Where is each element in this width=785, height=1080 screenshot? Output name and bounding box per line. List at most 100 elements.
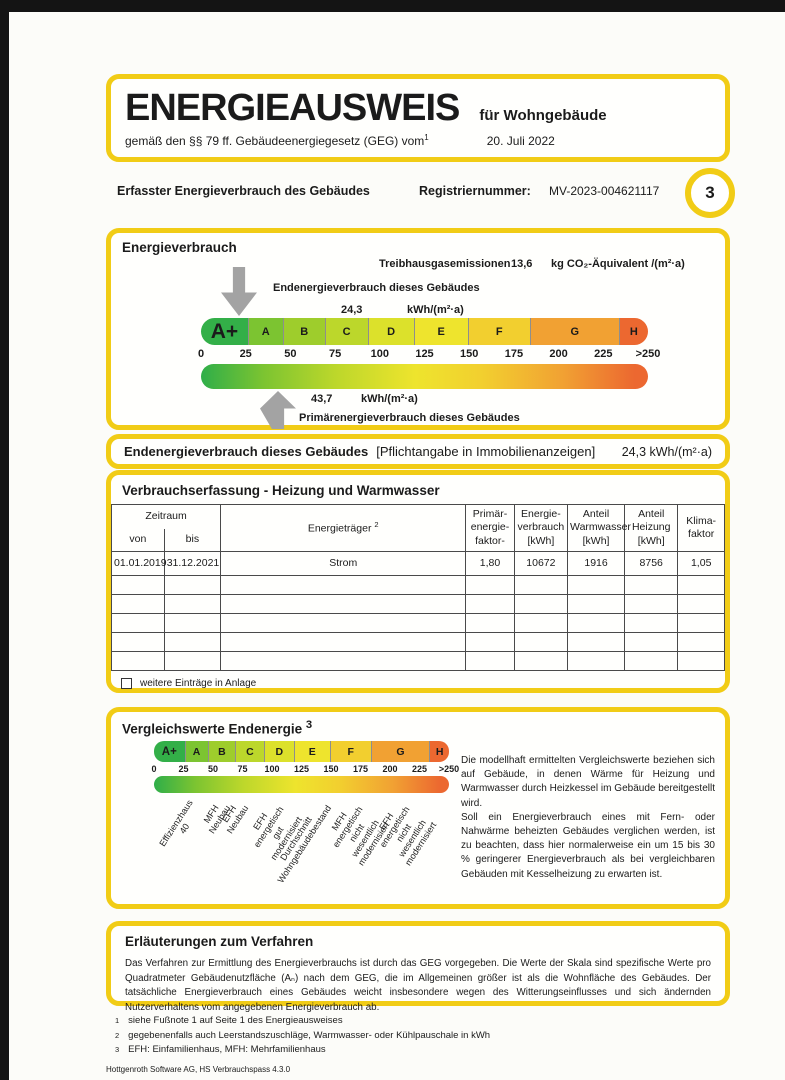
consumption-table-title: Verbrauchserfassung - Heizung und Warmwa… xyxy=(122,483,440,498)
table-cell xyxy=(567,632,626,652)
scale-tick: 0 xyxy=(151,764,157,774)
footnote-marker: 3 xyxy=(115,1045,120,1055)
scale-tick: 0 xyxy=(197,348,205,360)
table-row: 01.01.2019 31.12.2021 Strom 1,80 10672 1916 87… xyxy=(111,551,725,576)
ghg-value: 13,6 xyxy=(511,258,533,270)
table-cell xyxy=(677,594,725,614)
energy-gradient-bar xyxy=(201,364,648,389)
scale-tick: 150 xyxy=(323,764,339,774)
table-cell: 8756 xyxy=(624,551,679,576)
scale-segment-D: D xyxy=(264,741,295,762)
ghg-unit: kg CO₂-Äquivalent /(m²·a) xyxy=(551,258,685,270)
comparison-scale-ticks: 0 25 50 75 100 125 150 175 200 225 >250 xyxy=(151,764,459,774)
table-cell: 10672 xyxy=(513,551,569,576)
footnote-marker: 1 xyxy=(115,1016,120,1025)
table-row xyxy=(111,594,725,614)
footnote: 1 siehe Fußnote 1 auf Seite 1 des Energie… xyxy=(115,1014,655,1029)
primary-energy-value: 43,7 xyxy=(311,393,333,405)
end-energy-summary-value: 24,3 kWh/(m²·a) xyxy=(621,444,712,459)
scale-tick: >250 xyxy=(438,764,460,774)
table-cell xyxy=(111,613,165,633)
scale-segment-C: C xyxy=(236,741,265,762)
table-cell xyxy=(163,594,222,614)
table-cell xyxy=(465,651,515,671)
method-explanation-text: Das Verfahren zur Ermittlung des Energie… xyxy=(125,958,711,1014)
table-cell xyxy=(624,632,679,652)
scale-tick: 75 xyxy=(237,764,248,774)
section-label: Erfasster Energieverbrauch des Gebäudes xyxy=(117,184,370,198)
scale-tick: 175 xyxy=(504,348,524,360)
table-cell xyxy=(513,632,569,652)
end-energy-summary-box: Endenergieverbrauch dieses Gebäudes [Pfl… xyxy=(106,434,730,469)
scale-segment-G: G xyxy=(530,318,620,345)
table-cell xyxy=(111,632,165,652)
end-energy-label: Endenergieverbrauch dieses Gebäudes xyxy=(273,282,480,294)
table-cell xyxy=(465,575,515,595)
comparison-values-box: Vergleichswerte Endenergie 3 A+ A B C D E F G H … xyxy=(106,707,730,909)
table-cell xyxy=(567,613,626,633)
method-explanation-box: Erläuterungen zum Verfahren Das Verfahre… xyxy=(106,921,730,1013)
scale-segment-A+: A+ xyxy=(154,741,186,762)
comparison-gradient-bar xyxy=(154,776,449,793)
table-cell xyxy=(465,594,515,614)
table-row xyxy=(111,632,725,652)
scale-segment-E: E xyxy=(294,741,331,762)
end-energy-summary-note: [Pflichtangabe in Immobilienanzeigen] xyxy=(376,444,596,459)
scale-tick: 25 xyxy=(239,348,252,360)
scale-segment-E: E xyxy=(414,318,469,345)
energy-scale-ticks: 0 25 50 75 100 125 150 175 200 225 >250 xyxy=(197,348,660,361)
table-cell xyxy=(677,613,725,633)
comparison-paragraph: Soll ein Energieverbrauch eines mit Fern… xyxy=(461,811,715,880)
scale-segment-H: H xyxy=(430,741,449,762)
table-cell xyxy=(677,651,725,671)
comparison-paragraph: Die modellhaft ermittelten Vergleichswer… xyxy=(461,755,715,809)
table-cell xyxy=(220,613,467,633)
scale-tick: 25 xyxy=(178,764,189,774)
more-entries-checkbox[interactable] xyxy=(121,678,132,689)
scale-tick: 125 xyxy=(415,348,434,360)
footnote-text: EFH: Einfamilienhaus, MFH: Mehrfamilienh… xyxy=(128,1044,326,1056)
comparison-reference-labels: Effizienzhaus 40 MFH Neubau EFH Neubau EFH … xyxy=(154,798,449,902)
scale-tick: 75 xyxy=(328,348,342,360)
table-cell xyxy=(163,613,222,633)
scale-tick: 150 xyxy=(460,348,479,360)
scale-segment-B: B xyxy=(283,318,326,345)
table-cell xyxy=(163,651,222,671)
scale-tick: 200 xyxy=(382,764,398,774)
footnote-marker: 2 xyxy=(115,1030,120,1040)
scale-tick: 175 xyxy=(352,764,369,774)
scale-segment-B: B xyxy=(208,741,237,762)
scale-segment-A: A xyxy=(248,318,284,345)
comparison-footnote-marker: 3 xyxy=(305,719,313,731)
method-explanation-title: Erläuterungen zum Verfahren xyxy=(125,934,314,949)
table-row xyxy=(111,651,725,671)
end-energy-summary-label: Endenergieverbrauch dieses Gebäudes xyxy=(124,444,369,459)
table-cell xyxy=(567,651,626,671)
table-cell: 1,05 xyxy=(677,551,725,576)
scale-tick: 125 xyxy=(293,764,310,774)
table-cell xyxy=(677,575,725,595)
page-title: ENERGIEAUSWEIS xyxy=(125,87,460,129)
energy-box-title: Energieverbrauch xyxy=(122,240,237,255)
scale-tick: 225 xyxy=(411,764,428,774)
scale-segment-A: A xyxy=(185,741,209,762)
scale-tick: 50 xyxy=(284,348,297,360)
comparison-explanation: Die modellhaft ermittelten Vergleichswer… xyxy=(461,754,715,882)
table-cell: 01.01.2019 xyxy=(111,551,167,576)
comparison-title: Vergleichswerte Endenergie 3 xyxy=(122,719,313,737)
scale-segment-D: D xyxy=(368,318,415,345)
energy-consumption-box: Energieverbrauch Treibhausgasemissionen … xyxy=(106,228,730,430)
footnote: 3 EFH: Einfamilienhaus, MFH: Mehrfamilien… xyxy=(115,1043,655,1058)
law-reference: gemäß den §§ 79 ff. Gebäudeenergiegesetz… xyxy=(125,133,711,148)
table-cell xyxy=(220,632,467,652)
more-entries-row: weitere Einträge in Anlage xyxy=(121,678,725,689)
primary-energy-label: Primärenergieverbrauch dieses Gebäudes xyxy=(299,412,520,424)
primary-energy-marker-arrow-icon xyxy=(260,391,296,429)
scale-segment-C: C xyxy=(325,318,369,345)
table-cell: 1,80 xyxy=(465,551,515,576)
table-cell xyxy=(567,594,626,614)
table-cell xyxy=(624,613,679,633)
table-cell xyxy=(163,632,222,652)
more-entries-label: weitere Einträge in Anlage xyxy=(140,678,257,689)
scale-segment-A+: A+ xyxy=(201,318,249,345)
